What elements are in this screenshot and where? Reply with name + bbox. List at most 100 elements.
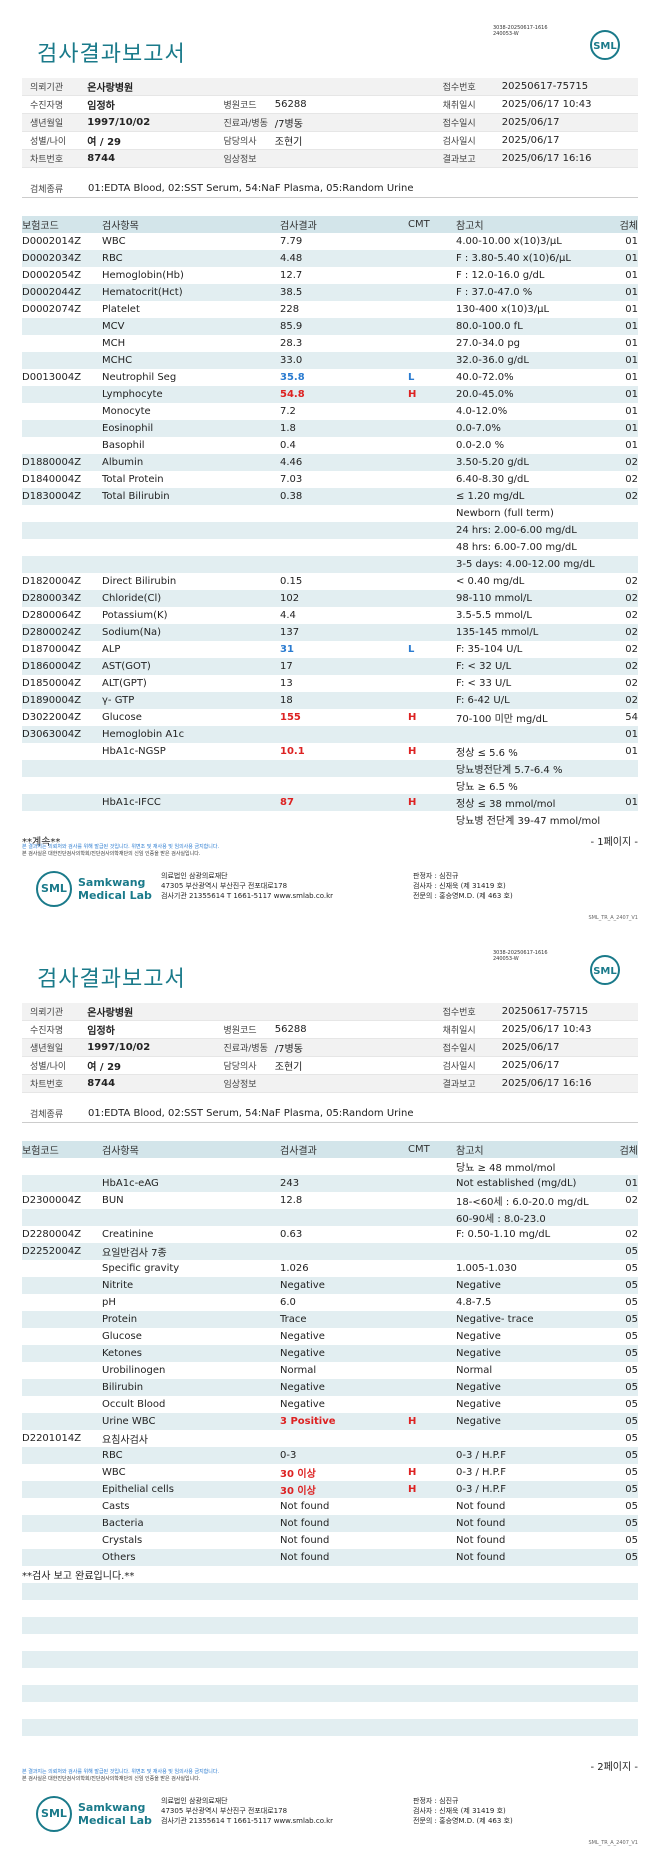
document-number: 3038-20250617-1616 240053-W bbox=[493, 25, 548, 37]
cmt-flag: L bbox=[408, 644, 415, 655]
specimen-code: 05 bbox=[625, 1484, 638, 1495]
test-item: WBC bbox=[102, 236, 126, 247]
specimen-code: 05 bbox=[625, 1535, 638, 1546]
reference-range: 정상 ≤ 38 mmol/mol bbox=[456, 799, 556, 810]
lab-logo-mark: SML bbox=[36, 1796, 72, 1832]
test-result: Not found bbox=[280, 1552, 330, 1563]
test-result: 1.026 bbox=[280, 1263, 309, 1274]
reference-range: 130-400 x(10)3/μL bbox=[456, 304, 550, 315]
info-row: 수진자명 임정하 병원코드 56288 채취일시 2025/06/17 10:43 bbox=[22, 96, 638, 114]
test-result: 38.5 bbox=[280, 287, 303, 298]
insurance-code: D3063004Z bbox=[22, 729, 82, 740]
info-value: 2025/06/17 16:16 bbox=[501, 153, 592, 164]
test-item: Crystals bbox=[102, 1535, 143, 1546]
test-item: RBC bbox=[102, 253, 123, 264]
specimen-code: 05 bbox=[625, 1399, 638, 1410]
info-label: 병원코드 bbox=[223, 101, 257, 111]
reference-range: 27.0-34.0 pg bbox=[456, 338, 521, 349]
table-row: D2800064Z Potassium(K) 4.4 3.5-5.5 mmol/L 02 bbox=[22, 607, 638, 624]
test-item: WBC bbox=[102, 1467, 126, 1478]
reference-range: Negative- trace bbox=[456, 1314, 534, 1325]
table-row: 당뇨병 전단계 39-47 mmol/mol bbox=[22, 811, 638, 828]
info-label: 임상정보 bbox=[223, 1080, 257, 1090]
reference-range: 0-3 / H.P.F bbox=[456, 1484, 506, 1495]
cmt-flag: H bbox=[408, 1416, 417, 1427]
insurance-code: D0002054Z bbox=[22, 270, 82, 281]
test-item: MCV bbox=[102, 321, 125, 332]
test-result: 228 bbox=[280, 304, 300, 315]
table-row: D1820004Z Direct Bilirubin 0.15 < 0.40 mg/d… bbox=[22, 573, 638, 590]
lab-name-line2: Medical Lab bbox=[78, 889, 152, 902]
test-result: Not found bbox=[280, 1518, 330, 1529]
table-row: D2280004Z Creatinine 0.63 F: 0.50-1.10 mg/d… bbox=[22, 1226, 638, 1243]
signature-line: 검사자 : 신재욱 (제 31419 호) bbox=[413, 1807, 506, 1815]
info-value: 임정하 bbox=[87, 101, 115, 112]
specimen-code: 05 bbox=[625, 1314, 638, 1325]
table-row: D0013004Z Neutrophil Seg 35.8 L 40.0-72.0% 01 bbox=[22, 369, 638, 386]
table-row bbox=[22, 1600, 638, 1617]
specimen-code: 05 bbox=[625, 1467, 638, 1478]
reference-range: 정상 ≤ 5.6 % bbox=[456, 748, 518, 759]
table-row: Epithelial cells 30 이상 H 0-3 / H.P.F 05 bbox=[22, 1481, 638, 1498]
cmt-flag: H bbox=[408, 1467, 417, 1478]
table-row bbox=[22, 1702, 638, 1719]
cmt-flag: H bbox=[408, 746, 417, 757]
reference-range: 당뇨병전단계 5.7-6.4 % bbox=[456, 765, 563, 776]
table-row: D0002074Z Platelet 228 130-400 x(10)3/μL 01 bbox=[22, 301, 638, 318]
cmt-flag: H bbox=[408, 712, 417, 723]
reference-range: ≤ 1.20 mg/dL bbox=[456, 491, 525, 502]
table-row: WBC 30 이상 H 0-3 / H.P.F 05 bbox=[22, 1464, 638, 1481]
lab-name-line1: Samkwang bbox=[78, 1801, 146, 1814]
test-item: Hemoglobin A1c bbox=[102, 729, 185, 740]
info-label: 검사일시 bbox=[442, 137, 476, 147]
test-result: 6.0 bbox=[280, 1297, 296, 1308]
insurance-code: D0002014Z bbox=[22, 236, 82, 247]
specimen-code: 02 bbox=[625, 644, 638, 655]
test-item: Total Bilirubin bbox=[102, 491, 170, 502]
lab-logo-mark: SML bbox=[36, 871, 72, 907]
table-row: D1840004Z Total Protein 7.03 6.40-8.30 g/dL… bbox=[22, 471, 638, 488]
reference-range: F: < 32 U/L bbox=[456, 661, 512, 672]
test-item: 요침사검사 bbox=[102, 1435, 148, 1446]
specimen-label: 검체종류 bbox=[30, 1110, 64, 1120]
reference-range: F : 37.0-47.0 % bbox=[456, 287, 533, 298]
reference-range: Negative bbox=[456, 1382, 501, 1393]
table-row: Basophil 0.4 0.0-2.0 % 01 bbox=[22, 437, 638, 454]
test-item: HbA1c-IFCC bbox=[102, 797, 161, 808]
info-label: 임상정보 bbox=[223, 155, 257, 165]
specimen-code: 05 bbox=[625, 1552, 638, 1563]
specimen-code: 01 bbox=[625, 1178, 638, 1189]
reference-range: F: 0.50-1.10 mg/dL bbox=[456, 1229, 551, 1240]
patient-info: 의뢰기관 온사랑병원 접수번호 20250617-75715 수진자명 임정하 병원코드 56… bbox=[22, 1003, 638, 1093]
form-version: SML_TR_A_2407_V1 bbox=[588, 915, 638, 921]
reference-range: 3-5 days: 4.00-12.00 mg/dL bbox=[456, 559, 595, 570]
insurance-code: D2252004Z bbox=[22, 1246, 82, 1257]
reference-range: Newborn (full term) bbox=[456, 508, 554, 519]
table-row: HbA1c-NGSP 10.1 H 정상 ≤ 5.6 % 01 bbox=[22, 743, 638, 760]
specimen-code: 01 bbox=[625, 321, 638, 332]
test-result: 33.0 bbox=[280, 355, 303, 366]
reference-range: Negative bbox=[456, 1280, 501, 1291]
signature-line: 검사자 : 신재욱 (제 31419 호) bbox=[413, 882, 506, 890]
table-row: pH 6.0 4.8-7.5 05 bbox=[22, 1294, 638, 1311]
insurance-code: **검사 보고 완료입니다.** bbox=[22, 1571, 135, 1582]
test-result: 10.1 bbox=[280, 746, 305, 757]
column-header: 검사항목 bbox=[102, 1146, 139, 1157]
specimen-code: 02 bbox=[625, 1195, 638, 1206]
table-row bbox=[22, 1719, 638, 1736]
reference-range: Negative bbox=[456, 1331, 501, 1342]
specimen-code: 05 bbox=[625, 1450, 638, 1461]
lab-logo: SML Samkwang Medical Lab bbox=[36, 871, 152, 907]
info-row: 성별/나이 여 / 29 담당의사 조현기 검사일시 2025/06/17 bbox=[22, 1057, 638, 1075]
test-result: 87 bbox=[280, 797, 294, 808]
specimen-code: 02 bbox=[625, 593, 638, 604]
table-row: D2201014Z 요침사검사 05 bbox=[22, 1430, 638, 1447]
specimen-code: 01 bbox=[625, 406, 638, 417]
reference-range: 48 hrs: 6.00-7.00 mg/dL bbox=[456, 542, 577, 553]
reference-range: 135-145 mmol/L bbox=[456, 627, 539, 638]
test-result: 35.8 bbox=[280, 372, 305, 383]
specimen-code: 05 bbox=[625, 1297, 638, 1308]
test-item: Urobilinogen bbox=[102, 1365, 166, 1376]
test-result: Negative bbox=[280, 1331, 325, 1342]
table-row: D1870004Z ALP 31 L F: 35-104 U/L 02 bbox=[22, 641, 638, 658]
